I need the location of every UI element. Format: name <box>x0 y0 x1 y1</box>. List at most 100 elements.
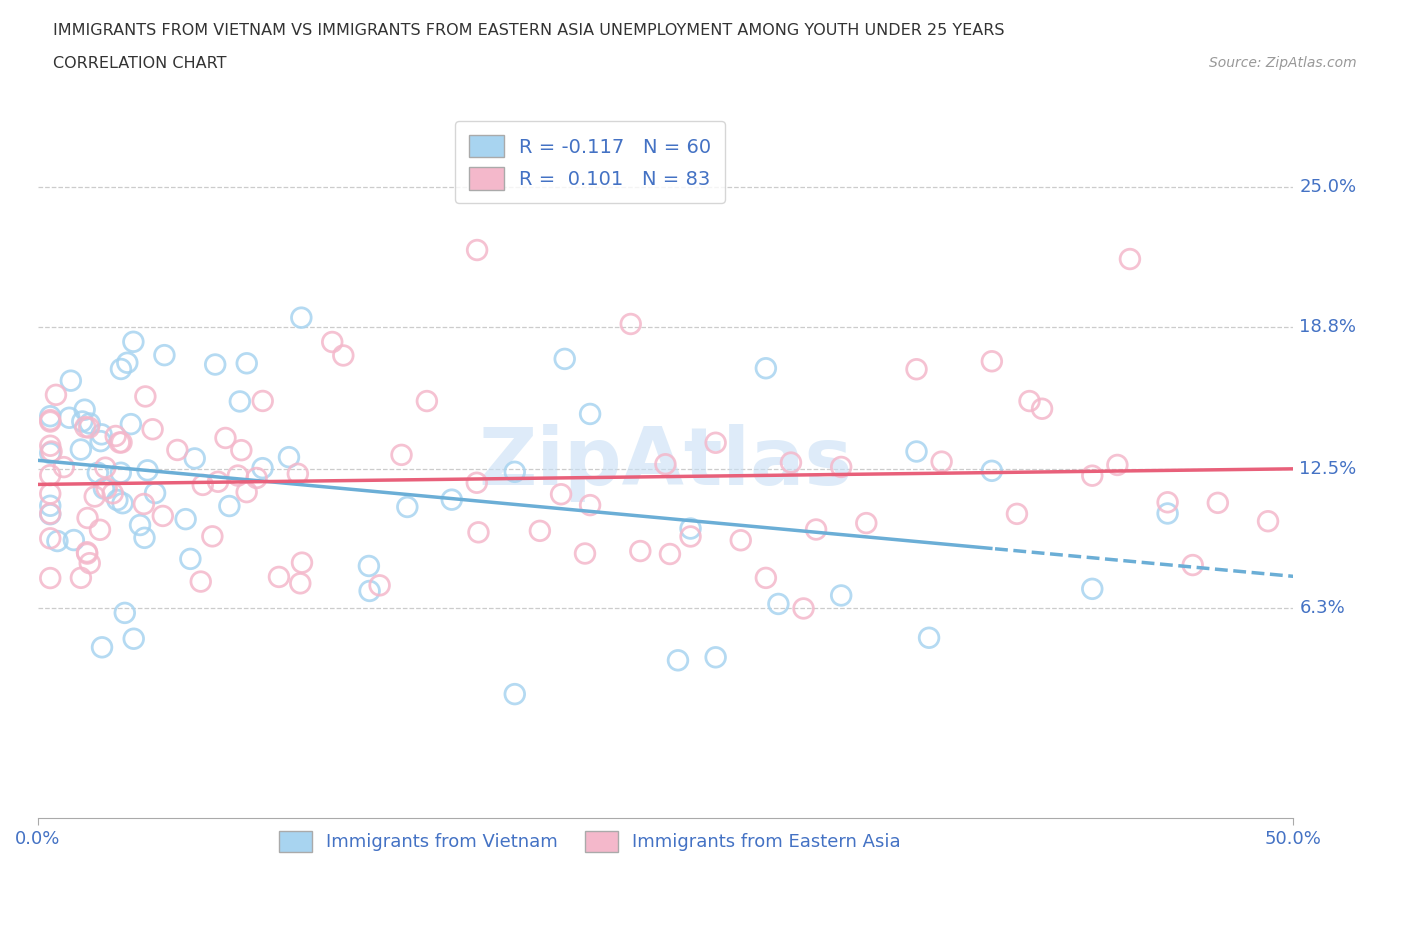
Point <box>76 546 98 561</box>
Point <box>503 686 526 701</box>
Point <box>174 512 197 526</box>
Point <box>267 569 290 584</box>
Point <box>134 530 156 545</box>
Point <box>117 355 139 370</box>
Point <box>1156 506 1178 521</box>
Point <box>290 311 312 325</box>
Point <box>357 559 380 574</box>
Point <box>39 498 62 513</box>
Point <box>104 429 127 444</box>
Point <box>368 578 391 592</box>
Text: ZipAtlas: ZipAtlas <box>478 424 852 502</box>
Point <box>75 419 97 434</box>
Point <box>980 463 1002 478</box>
Text: 12.5%: 12.5% <box>1299 459 1357 478</box>
Point <box>396 499 419 514</box>
Point <box>1156 495 1178 510</box>
Point <box>122 335 145 350</box>
Point <box>730 533 752 548</box>
Point <box>628 544 651 559</box>
Point <box>101 485 124 500</box>
Point <box>579 498 602 512</box>
Point <box>235 485 257 499</box>
Point <box>183 451 205 466</box>
Point <box>142 422 165 437</box>
Point <box>1031 401 1053 416</box>
Point <box>76 545 98 560</box>
Point <box>529 524 551 538</box>
Point <box>39 486 62 501</box>
Point <box>190 574 212 589</box>
Point <box>39 468 62 483</box>
Point <box>114 605 136 620</box>
Point <box>252 393 274 408</box>
Point <box>91 640 114 655</box>
Point <box>39 531 62 546</box>
Point <box>191 477 214 492</box>
Point <box>1107 458 1129 472</box>
Point <box>59 373 82 388</box>
Point <box>465 475 488 490</box>
Point <box>39 506 62 521</box>
Point <box>1081 581 1104 596</box>
Point <box>94 460 117 475</box>
Point <box>792 601 814 616</box>
Point <box>39 571 62 586</box>
Point <box>218 498 240 513</box>
Point <box>87 465 110 480</box>
Point <box>83 489 105 504</box>
Point <box>830 459 852 474</box>
Point <box>503 464 526 479</box>
Point <box>52 459 75 474</box>
Point <box>287 466 309 481</box>
Point <box>58 410 80 425</box>
Point <box>1081 468 1104 483</box>
Point <box>79 416 101 431</box>
Point <box>704 650 727 665</box>
Point <box>658 547 681 562</box>
Point <box>574 546 596 561</box>
Point <box>654 457 676 472</box>
Point <box>110 362 132 377</box>
Point <box>90 427 112 442</box>
Point <box>905 362 928 377</box>
Text: 18.8%: 18.8% <box>1299 318 1357 336</box>
Point <box>134 389 156 404</box>
Text: IMMIGRANTS FROM VIETNAM VS IMMIGRANTS FROM EASTERN ASIA UNEMPLOYMENT AMONG YOUTH: IMMIGRANTS FROM VIETNAM VS IMMIGRANTS FR… <box>53 23 1005 38</box>
Point <box>108 435 131 450</box>
Point <box>1257 513 1279 528</box>
Point <box>467 525 489 539</box>
Point <box>46 534 69 549</box>
Point <box>132 497 155 512</box>
Point <box>666 653 689 668</box>
Point <box>1181 558 1204 573</box>
Point <box>755 570 778 585</box>
Point <box>1206 496 1229 511</box>
Point <box>72 414 94 429</box>
Point <box>45 388 67 403</box>
Point <box>152 509 174 524</box>
Text: Source: ZipAtlas.com: Source: ZipAtlas.com <box>1209 56 1357 70</box>
Point <box>226 468 249 483</box>
Point <box>39 413 62 428</box>
Point <box>391 447 413 462</box>
Point <box>780 455 803 470</box>
Point <box>39 409 62 424</box>
Point <box>679 521 702 536</box>
Point <box>39 445 62 460</box>
Point <box>804 522 827 537</box>
Point <box>93 481 115 496</box>
Point <box>70 570 93 585</box>
Point <box>153 348 176 363</box>
Point <box>332 348 354 363</box>
Point <box>110 465 132 480</box>
Point <box>70 442 93 457</box>
Point <box>755 361 778 376</box>
Point <box>918 631 941 645</box>
Point <box>166 443 188 458</box>
Point <box>77 420 100 435</box>
Point <box>620 316 643 331</box>
Point <box>905 444 928 458</box>
Point <box>229 394 252 409</box>
Point <box>111 496 134 511</box>
